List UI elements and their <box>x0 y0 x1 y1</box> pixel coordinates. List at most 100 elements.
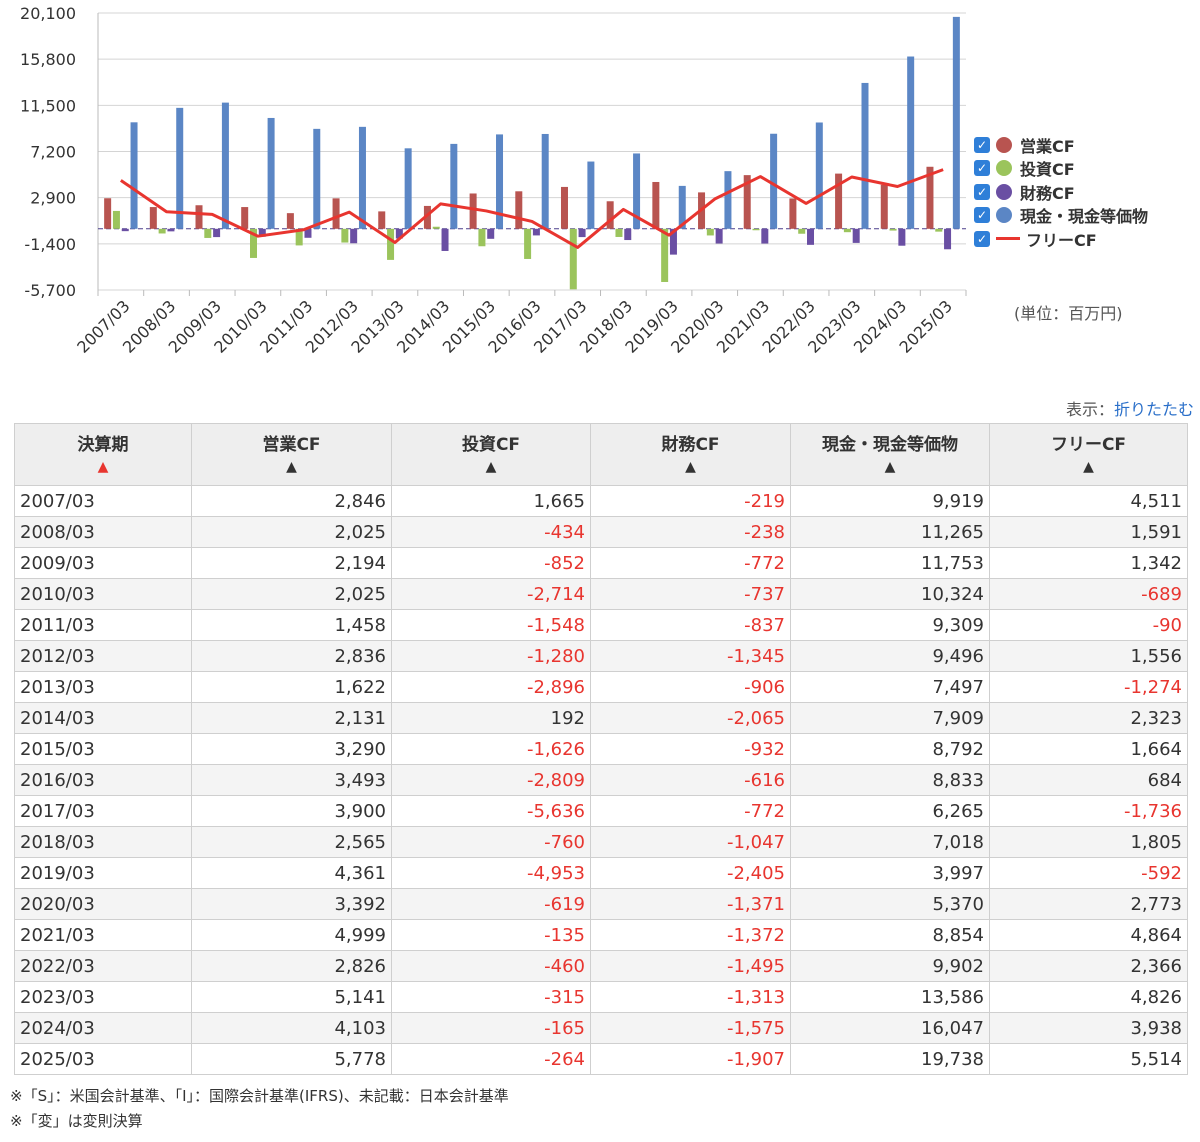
value-cell: 684 <box>989 764 1188 796</box>
chart-bar <box>130 122 138 229</box>
value-cell: -772 <box>590 547 791 579</box>
checkbox-icon[interactable]: ✓ <box>974 207 990 224</box>
chart-bar <box>926 166 934 229</box>
value-cell: -1,280 <box>391 640 591 672</box>
period-cell: 2015/03 <box>14 733 192 765</box>
value-cell: -932 <box>590 733 791 765</box>
chart-bar <box>496 134 504 229</box>
footnotes: ※「S」：米国会計基準、「I」：国際会計基準(IFRS)、未記載：日本会計基準 … <box>10 1084 509 1134</box>
value-cell: 10,324 <box>790 578 990 610</box>
chart-bar <box>112 210 120 229</box>
value-cell: 4,864 <box>989 919 1188 951</box>
value-cell: 2,323 <box>989 702 1188 734</box>
value-cell: 5,370 <box>790 888 990 920</box>
table-body: 2007/03 2,846 1,665 -219 9,919 4,511 2008/03 2,… <box>14 485 1188 1075</box>
header-period: 決算期 ▲ <box>14 423 192 486</box>
chart-bar <box>578 228 586 238</box>
chart-bar <box>752 228 760 231</box>
value-cell: -772 <box>590 795 791 827</box>
y-tick-label: 11,500 <box>20 96 76 115</box>
checkbox-icon[interactable]: ✓ <box>974 230 990 247</box>
header-label: フリーCF <box>1050 435 1127 455</box>
sort-asc-icon[interactable]: ▲ <box>97 459 109 475</box>
legend-item[interactable]: ✓ 現金・現金等価物 <box>974 204 1148 228</box>
sort-icon[interactable]: ▲ <box>1083 459 1094 475</box>
chart-bar <box>432 226 440 229</box>
sort-icon[interactable]: ▲ <box>685 459 696 475</box>
value-cell: 4,361 <box>191 857 392 889</box>
value-cell: 8,854 <box>790 919 990 951</box>
unit-label: (単位：百万円) <box>1014 304 1123 323</box>
value-cell: 3,997 <box>790 857 990 889</box>
chart-bar <box>935 228 943 232</box>
legend-item[interactable]: ✓ 営業CF <box>974 133 1148 157</box>
value-cell: 11,265 <box>790 516 990 548</box>
chart-bar <box>569 228 577 290</box>
value-cell: -619 <box>391 888 591 920</box>
legend-item[interactable]: ✓ 投資CF <box>974 157 1148 181</box>
chart-bar <box>350 228 358 244</box>
value-cell: 3,493 <box>191 764 392 796</box>
footnote: ※「S」：米国会計基準、「I」：国際会計基準(IFRS)、未記載：日本会計基準 <box>10 1087 509 1105</box>
period-cell: 2009/03 <box>14 547 192 579</box>
y-tick-label: -5,700 <box>24 281 76 300</box>
value-cell: -315 <box>391 981 591 1013</box>
value-cell: 6,265 <box>790 795 990 827</box>
period-cell: 2012/03 <box>14 640 192 672</box>
table-row: 2015/03 3,290 -1,626 -932 8,792 1,664 <box>14 733 1188 765</box>
value-cell: -90 <box>989 609 1188 641</box>
value-cell: -852 <box>391 547 591 579</box>
checkbox-icon[interactable]: ✓ <box>974 160 990 177</box>
chart-bar <box>724 171 732 229</box>
sort-icon[interactable]: ▲ <box>286 459 297 475</box>
chart-bar <box>678 185 686 229</box>
value-cell: -165 <box>391 1012 591 1044</box>
value-cell: -1,548 <box>391 609 591 641</box>
chart-bar <box>249 228 257 258</box>
header-label: 現金・現金等価物 <box>822 435 958 455</box>
legend-label: 現金・現金等価物 <box>1020 207 1149 227</box>
value-cell: 2,025 <box>191 516 392 548</box>
header-financing-cf: 財務CF ▲ <box>590 423 791 486</box>
chart-bar <box>898 228 906 246</box>
legend-item[interactable]: ✓ フリーCF <box>974 227 1148 251</box>
period-cell: 2017/03 <box>14 795 192 827</box>
period-cell: 2018/03 <box>14 826 192 858</box>
value-cell: -1,626 <box>391 733 591 765</box>
period-cell: 2010/03 <box>14 578 192 610</box>
chart-bar <box>606 201 614 229</box>
value-cell: 9,309 <box>790 609 990 641</box>
chart-bar <box>952 16 960 229</box>
chart-bar <box>286 213 294 229</box>
value-cell: -4,953 <box>391 857 591 889</box>
value-cell: 4,999 <box>191 919 392 951</box>
chart-bar <box>669 228 677 255</box>
sort-icon[interactable]: ▲ <box>485 459 497 475</box>
table-row: 2013/03 1,622 -2,896 -906 7,497 -1,274 <box>14 671 1188 703</box>
value-cell: 4,826 <box>989 981 1188 1013</box>
header-operating-cf: 営業CF ▲ <box>191 423 392 486</box>
chart-bar <box>560 186 568 229</box>
chart-bar <box>944 228 952 250</box>
chart-bar <box>478 228 486 247</box>
table-row: 2021/03 4,999 -135 -1,372 8,854 4,864 <box>14 919 1188 951</box>
value-cell: 16,047 <box>790 1012 990 1044</box>
value-cell: -1,495 <box>590 950 791 982</box>
value-cell: 5,141 <box>191 981 392 1013</box>
chart-bar <box>761 228 769 244</box>
value-cell: -1,372 <box>590 919 791 951</box>
header-label: 営業CF <box>262 435 321 455</box>
chart-bar <box>861 82 869 229</box>
value-cell: -219 <box>590 485 791 517</box>
table-row: 2018/03 2,565 -760 -1,047 7,018 1,805 <box>14 826 1188 858</box>
value-cell: 3,938 <box>989 1012 1188 1044</box>
collapse-link[interactable]: 折りたたむ <box>1113 400 1194 419</box>
y-tick-label: 7,200 <box>30 143 76 162</box>
chart-bar <box>624 228 632 241</box>
checkbox-icon[interactable]: ✓ <box>974 136 990 153</box>
value-cell: 192 <box>391 702 591 734</box>
sort-icon[interactable]: ▲ <box>884 459 896 475</box>
checkbox-icon[interactable]: ✓ <box>974 183 990 200</box>
cash-flow-chart: 20,100 15,800 11,500 7,200 2,900 -1,400 -5,700… <box>0 0 1200 392</box>
legend-item[interactable]: ✓ 財務CF <box>974 180 1148 204</box>
